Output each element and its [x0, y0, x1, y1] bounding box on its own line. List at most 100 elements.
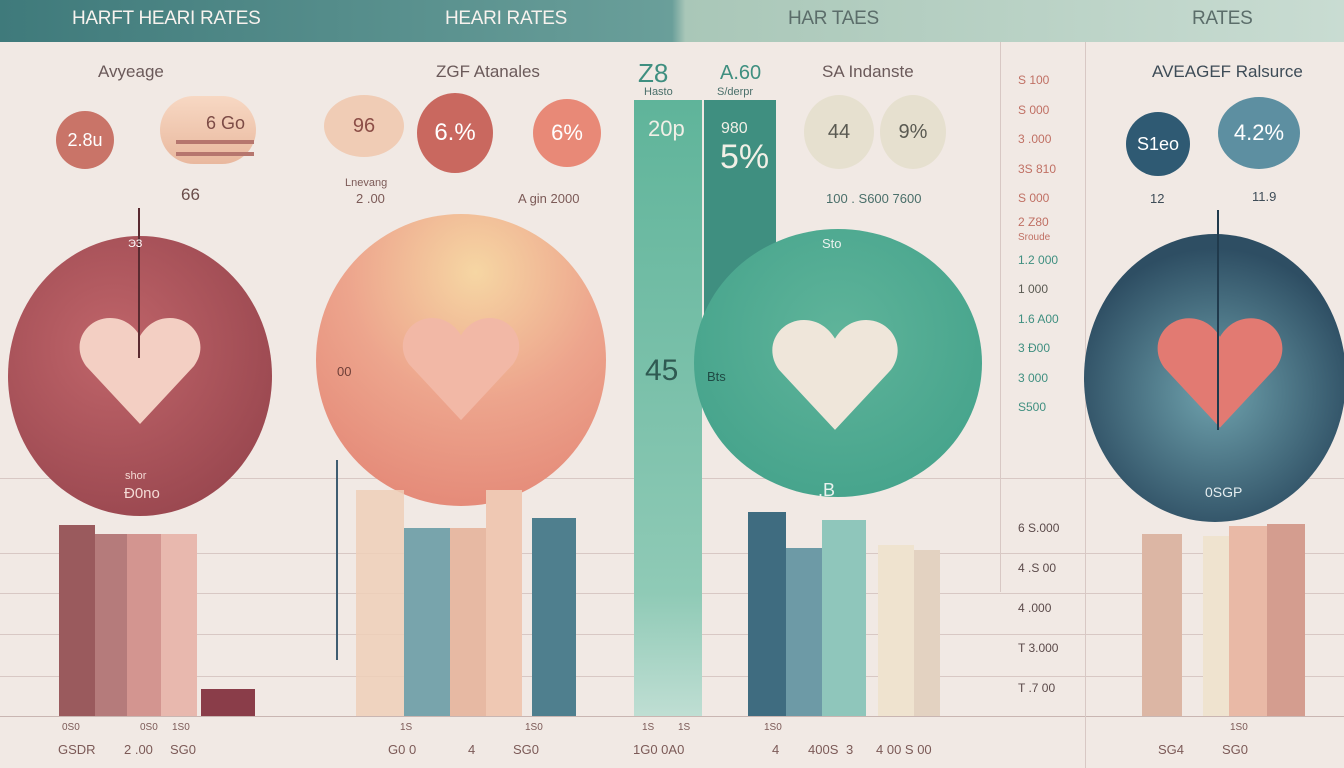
axis-label: 1S — [400, 722, 413, 733]
bottom-label: SG0 — [1222, 742, 1249, 757]
section3-v4: 45 — [645, 354, 679, 387]
axis-label: 0S0 — [140, 722, 158, 733]
axis-label: 1S0 — [525, 722, 543, 733]
section2-bubble3: 6% — [533, 99, 601, 167]
dial3-left-label: Bts — [707, 369, 726, 384]
section5-bubble2: 4.2% — [1218, 97, 1300, 169]
bottom-label: G0 0 — [388, 742, 417, 757]
dial-needle — [336, 460, 338, 660]
axis-label: 1S0 — [764, 722, 782, 733]
section1-value: 66 — [181, 185, 200, 204]
section3-v3: 5% — [720, 138, 770, 176]
bar — [450, 528, 486, 716]
scale-value: S 100 — [1018, 73, 1050, 87]
bottom-label: 4 — [468, 742, 476, 757]
section5-n1: 12 — [1150, 191, 1165, 206]
section3-v2: 980 — [721, 120, 748, 137]
scale-value: S 000 — [1018, 102, 1050, 117]
axis-label: 1S0 — [1230, 722, 1248, 733]
section3-v1: 20p — [648, 116, 685, 141]
scale-value: S 000 — [1018, 191, 1050, 205]
bar — [914, 550, 940, 716]
axis-label: 0S0 — [62, 722, 80, 733]
scale-value: Sroude — [1018, 231, 1051, 243]
section3-cap1: Hasto — [644, 86, 673, 98]
section5-title: AVEAGEF Ralsurce — [1152, 62, 1303, 81]
dial-needle — [1217, 210, 1219, 430]
bar — [161, 534, 197, 716]
scale-value: 3S 810 — [1018, 161, 1057, 176]
bottom-label: SG4 — [1158, 742, 1185, 757]
scale-value: 3 Ð00 — [1018, 341, 1051, 355]
section2-sub1: Lnevang — [345, 177, 388, 189]
scale-value: S500 — [1018, 400, 1047, 414]
section3-big2: A.60 — [720, 62, 762, 84]
axis-label: 1S — [678, 722, 691, 733]
bar — [486, 490, 522, 716]
bar — [95, 534, 127, 716]
bar — [1267, 524, 1305, 716]
scale-value: 2 Z80 — [1018, 214, 1049, 229]
bottom-label: GSDR — [58, 742, 96, 757]
dial5-bottom-label: 0SGP — [1205, 484, 1243, 500]
section2-sub3: A gin 2000 — [518, 191, 580, 206]
dial2-left-label: 00 — [337, 364, 352, 379]
section2-bubble1: 96 — [324, 95, 404, 157]
bottom-label: SG0 — [513, 742, 540, 757]
tab-rates[interactable]: RATES — [1192, 8, 1253, 29]
heart-icon — [78, 318, 202, 426]
scale-value: 4 .000 — [1018, 601, 1052, 615]
section4-title: SA Indanste — [822, 62, 914, 81]
tab-heart-rates[interactable]: HEARI RATES — [445, 8, 567, 29]
bottom-label: 3 — [846, 742, 854, 757]
scale-value: 1 000 — [1018, 282, 1049, 296]
dial1-bottom-small: shor — [125, 470, 147, 482]
section2-bubble2: 6.% — [417, 93, 493, 173]
section4-bubble2: 9% — [880, 95, 946, 169]
bar — [356, 490, 404, 716]
section1-title: Avyeage — [98, 62, 164, 81]
bar — [1229, 526, 1267, 716]
scale-value: T 3.000 — [1018, 641, 1059, 655]
dial1-top-label: ЭЗ — [128, 238, 143, 250]
bottom-label: 4 00 S 00 — [876, 742, 932, 757]
bottom-label: 2 .00 — [124, 742, 153, 757]
section2-title: ZGF Atanales — [436, 62, 540, 81]
axis-label: 1S0 — [172, 722, 190, 733]
heart-icon — [398, 318, 524, 422]
bottom-label: 400S — [808, 742, 839, 757]
divider-line — [1000, 42, 1001, 592]
section1-pill-line — [176, 152, 254, 156]
scale-value: T .7 00 — [1018, 681, 1056, 695]
bottom-label: 1G0 0A0 — [633, 742, 685, 757]
section5-bubble1: S1eo — [1126, 112, 1190, 176]
bar-teal-tall — [634, 100, 702, 716]
grid-baseline — [0, 716, 1344, 717]
section3-big1: Z8 — [638, 58, 669, 88]
bar — [1203, 536, 1229, 716]
bar — [404, 528, 450, 716]
section1-bubble-right-text: 6 Go — [206, 113, 246, 133]
dial3-top-label: Sto — [822, 236, 842, 251]
dial3-bottom-label: .B — [818, 480, 836, 500]
bottom-label: SG0 — [170, 742, 197, 757]
heart-icon — [770, 320, 900, 432]
tab-har-taes[interactable]: HAR TAES — [788, 8, 879, 29]
bar — [201, 689, 255, 716]
scale-value: 1.6 A00 — [1018, 311, 1059, 326]
section2-sub2: 2 .00 — [356, 191, 385, 206]
header-bar — [0, 0, 1344, 42]
bar — [748, 512, 786, 716]
scale-value: 6 S.000 — [1018, 521, 1060, 535]
right-scale: S 100 S 000 3 .000 3S 810 S 000 2 Z80 Sr… — [1018, 66, 1059, 423]
dial1-bottom-label: Ð0no — [124, 485, 160, 502]
scale-value: 3 .000 — [1018, 132, 1052, 146]
axis-label: 1S — [642, 722, 655, 733]
bottom-label: 4 — [772, 742, 780, 757]
bar — [822, 520, 866, 716]
bar — [127, 534, 161, 716]
scale-value: 3 000 — [1018, 370, 1049, 385]
tab-harft-heart-rates[interactable]: HARFT HEARI RATES — [72, 8, 261, 29]
bar — [59, 525, 95, 716]
scale-value: 4 .S 00 — [1018, 561, 1057, 575]
